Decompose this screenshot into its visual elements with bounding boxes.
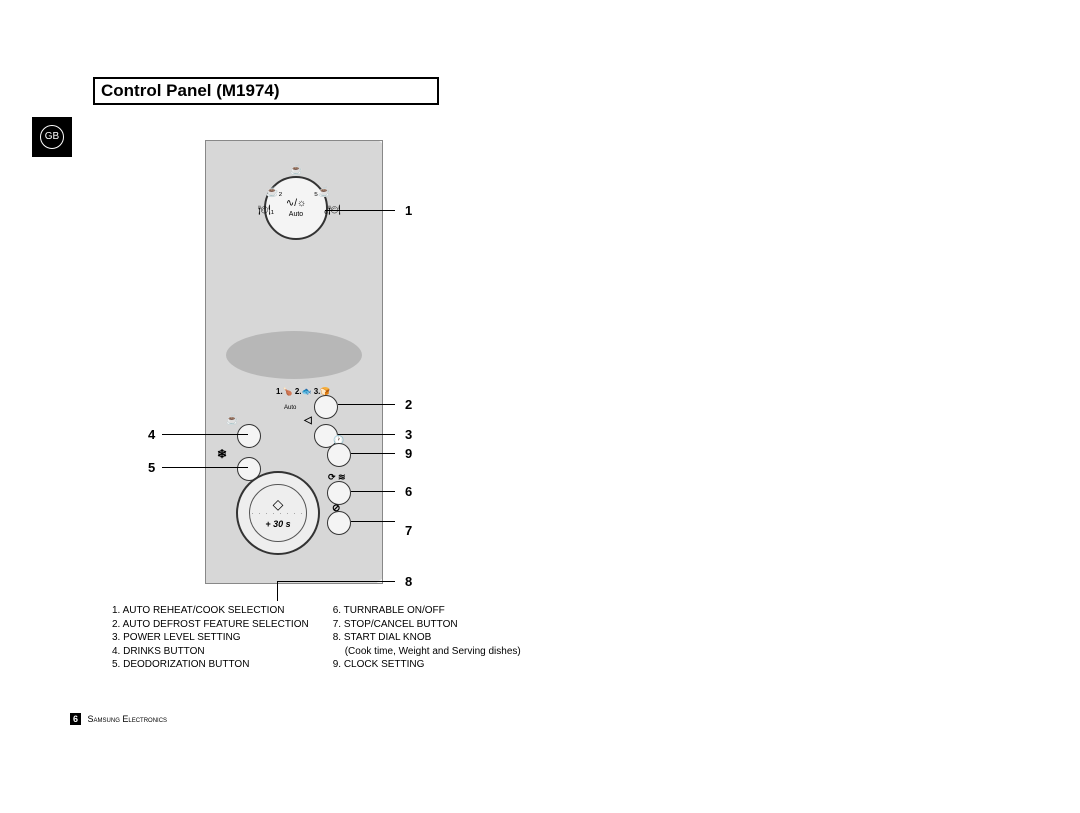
display-window bbox=[226, 331, 362, 379]
deodor-icon: ❄ bbox=[217, 447, 227, 461]
legend-item: 1. AUTO REHEAT/COOK SELECTION bbox=[112, 604, 309, 618]
turntable-button[interactable] bbox=[327, 481, 351, 505]
callout-7: 7 bbox=[405, 523, 412, 538]
legend-item: 9. CLOCK SETTING bbox=[333, 658, 521, 672]
legend-item: 2. AUTO DEFROST FEATURE SELECTION bbox=[112, 618, 309, 632]
page-footer: 6 Samsung Electronics bbox=[70, 713, 167, 725]
callout-6: 6 bbox=[405, 484, 412, 499]
reheat-ring-icon: ☕₂ bbox=[266, 187, 282, 198]
reheat-ring-icon: 🍽₁ bbox=[258, 205, 274, 216]
leader-line bbox=[351, 521, 395, 522]
callout-4: 4 bbox=[148, 427, 155, 442]
legend-note: (Cook time, Weight and Serving dishes) bbox=[333, 645, 521, 659]
plus-30s-label: + 30 s bbox=[265, 519, 290, 529]
callout-5: 5 bbox=[148, 460, 155, 475]
start-icon: ◇ bbox=[273, 497, 284, 511]
leader-line bbox=[162, 434, 248, 435]
legend-col-right: 6. TURNRABLE ON/OFF 7. STOP/CANCEL BUTTO… bbox=[333, 604, 521, 672]
leader-line bbox=[162, 467, 248, 468]
power-icon: ◁ bbox=[304, 415, 312, 426]
defrost-auto-label: Auto bbox=[284, 405, 296, 411]
section-title: Control Panel (M1974) bbox=[101, 81, 280, 100]
callout-3: 3 bbox=[405, 427, 412, 442]
legend-item: 7. STOP/CANCEL BUTTON bbox=[333, 618, 521, 632]
dial-dots: · · · · · · · · bbox=[251, 511, 304, 517]
callout-8: 8 bbox=[405, 574, 412, 589]
drinks-icon: ☕ bbox=[226, 415, 238, 426]
legend: 1. AUTO REHEAT/COOK SELECTION 2. AUTO DE… bbox=[112, 604, 521, 672]
footer-brand: Samsung Electronics bbox=[88, 714, 168, 724]
clock-button[interactable] bbox=[327, 443, 351, 467]
callout-9: 9 bbox=[405, 446, 412, 461]
control-panel: ∿/☼ Auto ☕ ☕₂ ₅☕ 🍽₁ ₆🍽 1.🍗 2.🐟 3.🍞 Auto … bbox=[205, 140, 383, 584]
leader-line bbox=[351, 491, 395, 492]
auto-label: Auto bbox=[289, 211, 303, 218]
language-badge: GB bbox=[32, 117, 72, 157]
reheat-icon: ∿/☼ bbox=[286, 199, 306, 209]
language-code: GB bbox=[40, 125, 64, 149]
page-number: 6 bbox=[70, 713, 81, 725]
legend-item: 5. DEODORIZATION BUTTON bbox=[112, 658, 309, 672]
legend-item: 8. START DIAL KNOB bbox=[333, 631, 521, 645]
start-dial-knob[interactable]: ◇ · · · · · · · · + 30 s bbox=[236, 471, 320, 555]
leader-line bbox=[338, 404, 395, 405]
legend-item: 3. POWER LEVEL SETTING bbox=[112, 631, 309, 645]
leader-line bbox=[277, 581, 395, 582]
drinks-button[interactable] bbox=[237, 424, 261, 448]
reheat-ring-icon: ₅☕ bbox=[314, 187, 330, 198]
leader-line bbox=[325, 210, 395, 211]
leader-line bbox=[351, 453, 395, 454]
callout-2: 2 bbox=[405, 397, 412, 412]
leader-line bbox=[277, 581, 278, 601]
legend-item: 4. DRINKS BUTTON bbox=[112, 645, 309, 659]
legend-item: 6. TURNRABLE ON/OFF bbox=[333, 604, 521, 618]
reheat-ring-icon: ☕ bbox=[290, 165, 302, 176]
legend-col-left: 1. AUTO REHEAT/COOK SELECTION 2. AUTO DE… bbox=[112, 604, 309, 672]
start-dial-inner: ◇ · · · · · · · · + 30 s bbox=[249, 484, 307, 542]
callout-1: 1 bbox=[405, 203, 412, 218]
stop-cancel-button[interactable] bbox=[327, 511, 351, 535]
auto-defrost-button[interactable] bbox=[314, 395, 338, 419]
leader-line bbox=[338, 434, 395, 435]
section-title-bar: Control Panel (M1974) bbox=[93, 77, 439, 105]
